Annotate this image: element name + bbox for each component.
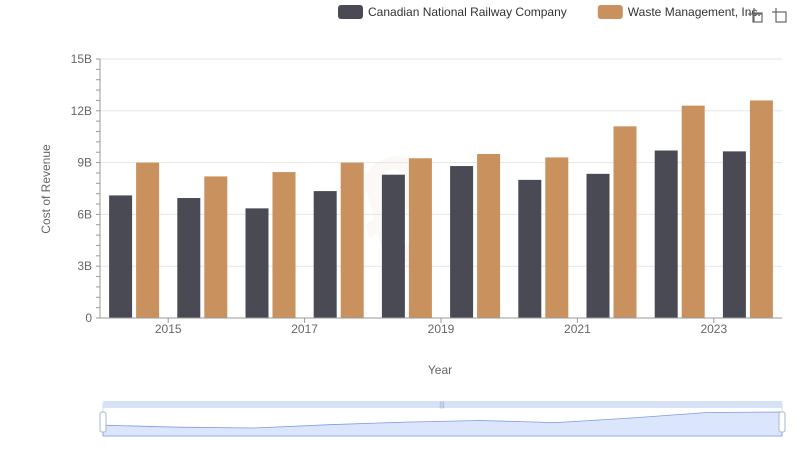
bar-waste-mgmt-2014 xyxy=(136,162,160,318)
bars xyxy=(109,100,773,319)
bar-waste-mgmt-2017 xyxy=(340,162,364,318)
bar-cn-rail-2023 xyxy=(722,151,746,318)
x-axis-ticks: 2015 2017 2019 2021 2023 xyxy=(155,322,728,336)
legend-swatch xyxy=(597,5,623,19)
bar-cn-rail-2021 xyxy=(586,173,610,318)
y-tick-label: 15B xyxy=(71,52,92,66)
bar-cn-rail-2015 xyxy=(177,197,201,318)
y-tick-label: 3B xyxy=(77,259,92,273)
restore-icon[interactable] xyxy=(772,8,787,23)
bar-waste-mgmt-2018 xyxy=(408,158,432,318)
y-tick-label: 0 xyxy=(85,311,92,325)
bar-waste-mgmt-2016 xyxy=(272,172,296,318)
bar-waste-mgmt-2022 xyxy=(681,105,705,319)
bar-cn-rail-2016 xyxy=(245,208,269,318)
legend-item-waste-mgmt[interactable]: Waste Management, Inc. xyxy=(597,5,761,19)
legend[interactable]: Canadian National Railway Company Waste M… xyxy=(338,5,761,19)
bar-waste-mgmt-2020 xyxy=(545,157,569,318)
bar-waste-mgmt-2023 xyxy=(749,100,773,318)
data-zoom-right-handle[interactable] xyxy=(778,411,786,433)
x-tick-label: 2023 xyxy=(700,322,727,336)
x-tick-label: 2019 xyxy=(428,322,455,336)
legend-label: Canadian National Railway Company xyxy=(368,5,567,19)
bar-waste-mgmt-2019 xyxy=(477,153,501,318)
data-zoom-left-handle[interactable] xyxy=(99,411,107,433)
data-zoom-slider[interactable]: ||| xyxy=(99,401,786,437)
x-tick-label: 2021 xyxy=(564,322,591,336)
data-zoom-grip-icon[interactable]: ||| xyxy=(439,402,445,409)
bar-waste-mgmt-2021 xyxy=(613,126,637,318)
y-axis-ticks: 0 3B 6B 9B 12B 15B xyxy=(71,52,93,325)
legend-label: Waste Management, Inc. xyxy=(628,5,761,19)
axes xyxy=(96,58,782,323)
y-axis-label: Cost of Revenue xyxy=(39,144,53,234)
x-tick-label: 2015 xyxy=(155,322,182,336)
bar-cn-rail-2017 xyxy=(313,191,337,318)
x-tick-label: 2017 xyxy=(291,322,318,336)
y-tick-label: 6B xyxy=(77,207,92,221)
bar-cn-rail-2022 xyxy=(654,150,678,318)
bar-cn-rail-2014 xyxy=(109,195,133,318)
y-tick-label: 9B xyxy=(77,156,92,170)
y-tick-label: 12B xyxy=(71,104,92,118)
bar-cn-rail-2020 xyxy=(518,179,542,318)
data-zoom-top-bar[interactable] xyxy=(103,401,782,408)
x-axis-label: Year xyxy=(428,363,452,377)
legend-swatch xyxy=(338,5,363,19)
bar-cn-rail-2019 xyxy=(450,166,474,318)
zoom-icon[interactable] xyxy=(748,8,763,23)
bar-waste-mgmt-2015 xyxy=(204,176,228,318)
bar-cn-rail-2018 xyxy=(381,174,405,318)
legend-item-cn-rail[interactable]: Canadian National Railway Company xyxy=(338,5,567,19)
